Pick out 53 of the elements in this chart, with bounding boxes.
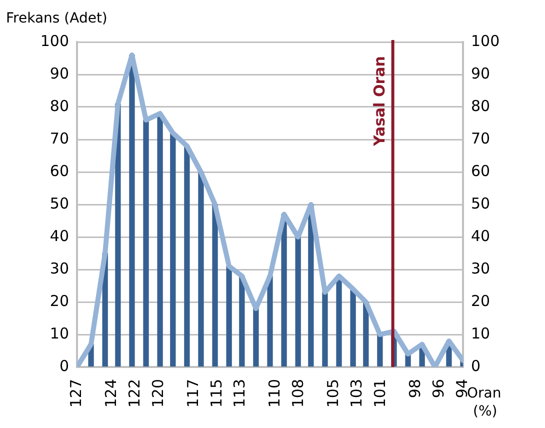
x-tick-label: 103 — [348, 379, 366, 408]
x-tick-label: 117 — [184, 379, 202, 408]
y2-tick-label: 40 — [471, 226, 490, 245]
y-axis-title: Frekans (Adet) — [6, 10, 108, 27]
y-tick-label: 30 — [50, 259, 69, 278]
y2-tick-label: 70 — [471, 129, 490, 148]
x-tick-label: 96 — [429, 379, 448, 398]
y2-tick-label: 50 — [471, 194, 490, 212]
x-tick-label: 98 — [406, 379, 424, 398]
bar — [129, 54, 135, 367]
y2-tick-label: 90 — [471, 64, 490, 82]
y-tick-label: 100 — [40, 32, 69, 50]
bar — [198, 172, 204, 367]
bar — [350, 288, 356, 367]
y2-tick-label: 0 — [471, 356, 481, 375]
y-tick-label: 90 — [50, 64, 69, 82]
y2-tick-label: 20 — [471, 292, 490, 310]
y2-tick-label: 60 — [471, 162, 490, 180]
x-tick-label: 101 — [371, 379, 390, 408]
x-tick-label: 120 — [148, 379, 167, 408]
y2-tick-label: 30 — [471, 259, 490, 278]
y2-tick-label: 80 — [471, 96, 490, 115]
x-tick-label: 108 — [289, 379, 308, 408]
x-tick-label: 122 — [125, 379, 144, 408]
y2-tick-label: 10 — [471, 324, 490, 342]
x-tick-label: 124 — [102, 379, 120, 408]
y-tick-label: 70 — [50, 129, 69, 148]
y-tick-label: 20 — [50, 292, 69, 310]
bar — [281, 214, 287, 367]
x-tick-label: 127 — [66, 379, 85, 408]
bar — [143, 120, 149, 367]
bar — [170, 132, 176, 367]
y-tick-label: 0 — [59, 356, 69, 375]
bar — [253, 308, 259, 367]
bar — [267, 276, 273, 367]
y-tick-label: 10 — [50, 324, 69, 342]
bar — [377, 334, 383, 367]
bar — [212, 204, 218, 367]
bar — [226, 266, 232, 367]
x-tick-label: 115 — [207, 379, 226, 408]
bar — [295, 236, 301, 367]
x-tick-label: 113 — [230, 379, 249, 408]
x-tick-label: 105 — [324, 379, 342, 408]
bar — [239, 276, 245, 367]
y-tick-label: 80 — [50, 96, 69, 115]
y-tick-label: 50 — [50, 194, 69, 212]
ref-line-label: Yasal Oran — [370, 56, 389, 147]
y2-tick-label: 100 — [471, 32, 500, 50]
bar — [322, 292, 328, 367]
y-tick-label: 40 — [50, 226, 69, 245]
x-tick-label: 110 — [266, 379, 284, 408]
bar — [184, 146, 190, 367]
y-tick-label: 60 — [50, 162, 69, 180]
